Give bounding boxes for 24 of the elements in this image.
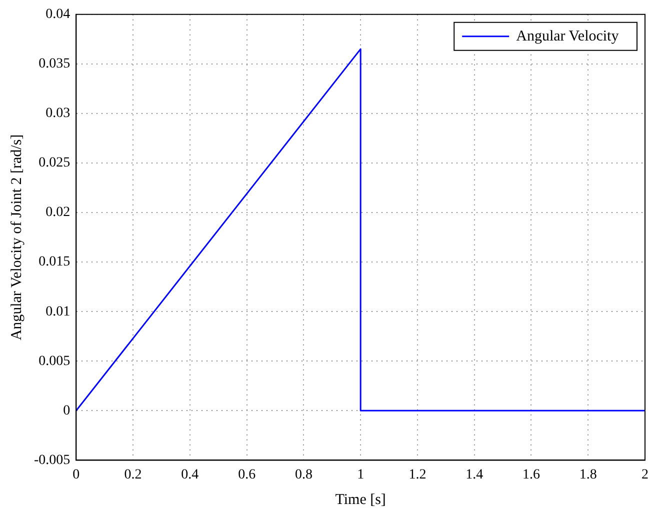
y-tick-label: 0.035	[38, 56, 70, 72]
x-tick-label: 0	[72, 467, 80, 482]
y-tick-label: -0.005	[34, 452, 70, 468]
y-tick-label: 0.005	[38, 354, 70, 369]
y-tick-label: 0.02	[46, 205, 70, 220]
x-tick-label: 0.6	[238, 467, 256, 482]
y-tick-label: 0.04	[46, 7, 70, 22]
x-axis-title: Time [s]	[335, 492, 386, 508]
x-tick-label: 1.4	[466, 467, 484, 482]
x-tick-label: 0.8	[294, 467, 312, 482]
x-tick-label: 1.8	[579, 467, 597, 482]
y-tick-label: 0.015	[38, 254, 70, 270]
x-tick-label: 0.2	[124, 467, 142, 482]
y-tick-label: 0	[63, 403, 70, 418]
x-tick-label: 1.6	[522, 467, 540, 482]
y-tick-label: 0.025	[38, 156, 70, 171]
y-tick-label: 0.03	[46, 106, 70, 122]
y-axis-title: Angular Velocity of Joint 2 [rad/s]	[8, 134, 25, 340]
x-tick-label: 0.4	[181, 467, 199, 482]
legend-label: Angular Velocity	[516, 28, 620, 44]
y-tick-label: 0.01	[46, 304, 70, 320]
x-tick-label: 1	[357, 467, 364, 482]
x-tick-label: 1.2	[408, 467, 426, 482]
x-tick-label: 2	[642, 467, 648, 482]
